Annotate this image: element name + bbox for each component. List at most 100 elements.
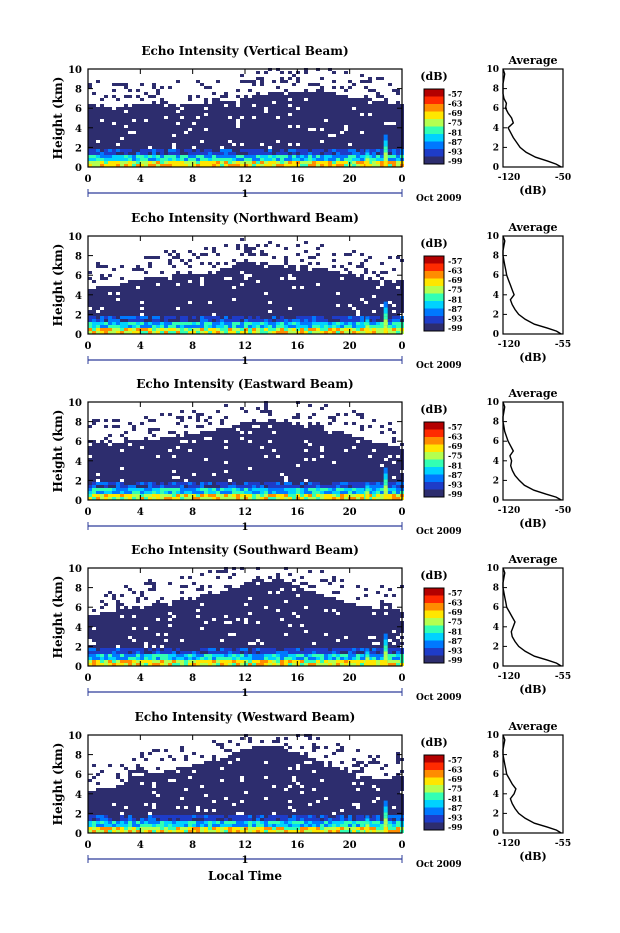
echo-cell bbox=[304, 328, 308, 331]
echo-cell bbox=[264, 422, 268, 425]
echo-cell bbox=[236, 146, 240, 149]
echo-cell bbox=[140, 128, 144, 131]
echo-cell bbox=[220, 158, 224, 161]
echo-cell bbox=[388, 146, 392, 149]
echo-cell bbox=[200, 155, 204, 158]
echo-cell bbox=[140, 113, 144, 116]
echo-cell bbox=[184, 295, 188, 298]
echo-cell bbox=[244, 292, 248, 295]
echo-cell bbox=[232, 325, 236, 328]
echo-cell bbox=[308, 322, 312, 325]
echo-cell bbox=[244, 422, 248, 425]
echo-cell bbox=[284, 301, 288, 304]
echo-cell bbox=[112, 89, 116, 92]
echo-cell bbox=[340, 86, 344, 89]
echo-cell bbox=[216, 446, 220, 449]
echo-cell bbox=[244, 140, 248, 143]
echo-cell bbox=[304, 470, 308, 473]
echo-cell bbox=[260, 265, 264, 268]
echo-cell bbox=[140, 158, 144, 161]
echo-cell bbox=[320, 307, 324, 310]
echo-cell bbox=[252, 274, 256, 277]
echo-cell bbox=[284, 146, 288, 149]
echo-cell bbox=[352, 292, 356, 295]
echo-cell bbox=[328, 322, 332, 325]
echo-cell bbox=[128, 122, 132, 125]
echo-cell bbox=[172, 277, 176, 280]
echo-cell bbox=[240, 137, 244, 140]
echo-cell bbox=[236, 286, 240, 289]
echo-cell bbox=[384, 286, 388, 289]
colorbar-tick-label: -93 bbox=[448, 313, 463, 323]
echo-cell bbox=[128, 458, 132, 461]
echo-cell bbox=[300, 479, 304, 482]
echo-cell bbox=[224, 458, 228, 461]
echo-cell bbox=[204, 134, 208, 137]
echo-cell bbox=[204, 289, 208, 292]
echo-cell bbox=[276, 434, 280, 437]
echo-cell bbox=[156, 137, 160, 140]
echo-cell bbox=[272, 494, 276, 497]
echo-cell bbox=[276, 277, 280, 280]
echo-cell bbox=[156, 128, 160, 131]
echo-cell bbox=[352, 280, 356, 283]
echo-cell bbox=[292, 283, 296, 286]
echo-cell bbox=[332, 95, 336, 98]
echo-cell bbox=[216, 80, 220, 83]
echo-cell bbox=[392, 140, 396, 143]
echo-cell bbox=[328, 304, 332, 307]
echo-cell bbox=[124, 470, 128, 473]
echo-cell bbox=[248, 446, 252, 449]
echo-cell bbox=[124, 446, 128, 449]
echo-cell bbox=[296, 494, 300, 497]
echo-cell bbox=[128, 452, 132, 455]
echo-cell bbox=[100, 107, 104, 110]
echo-cell bbox=[280, 98, 284, 101]
echo-cell bbox=[308, 422, 312, 425]
echo-cell bbox=[388, 119, 392, 122]
echo-cell bbox=[176, 452, 180, 455]
echo-cell bbox=[132, 113, 136, 116]
echo-cell bbox=[352, 116, 356, 119]
y-tick-label: 8 bbox=[75, 252, 82, 263]
echo-cell bbox=[132, 149, 136, 152]
echo-cell bbox=[224, 494, 228, 497]
echo-cell bbox=[196, 310, 200, 313]
echo-cell bbox=[100, 155, 104, 158]
echo-cell bbox=[228, 110, 232, 113]
echo-cell bbox=[352, 313, 356, 316]
echo-cell bbox=[292, 446, 296, 449]
echo-cell bbox=[144, 161, 148, 164]
echo-cell bbox=[188, 295, 192, 298]
echo-cell bbox=[332, 137, 336, 140]
echo-cell bbox=[296, 295, 300, 298]
echo-cell bbox=[152, 110, 156, 113]
echo-cell bbox=[268, 488, 272, 491]
echo-cell bbox=[300, 131, 304, 134]
echo-cell bbox=[268, 410, 272, 413]
echo-cell bbox=[156, 491, 160, 494]
echo-cell bbox=[284, 122, 288, 125]
echo-cell bbox=[336, 101, 340, 104]
echo-cell bbox=[288, 95, 292, 98]
echo-cell bbox=[356, 122, 360, 125]
echo-cell bbox=[268, 461, 272, 464]
echo-cell bbox=[240, 262, 244, 265]
echo-cell bbox=[156, 158, 160, 161]
echo-cell bbox=[276, 128, 280, 131]
echo-cell bbox=[176, 137, 180, 140]
echo-cell bbox=[116, 443, 120, 446]
echo-cell bbox=[272, 143, 276, 146]
echo-cell bbox=[256, 470, 260, 473]
echo-cell bbox=[336, 107, 340, 110]
echo-cell bbox=[212, 161, 216, 164]
echo-cell bbox=[296, 161, 300, 164]
echo-cell bbox=[324, 298, 328, 301]
echo-cell bbox=[168, 482, 172, 485]
echo-cell bbox=[196, 449, 200, 452]
echo-cell bbox=[268, 104, 272, 107]
echo-cell bbox=[272, 452, 276, 455]
echo-cell bbox=[160, 443, 164, 446]
